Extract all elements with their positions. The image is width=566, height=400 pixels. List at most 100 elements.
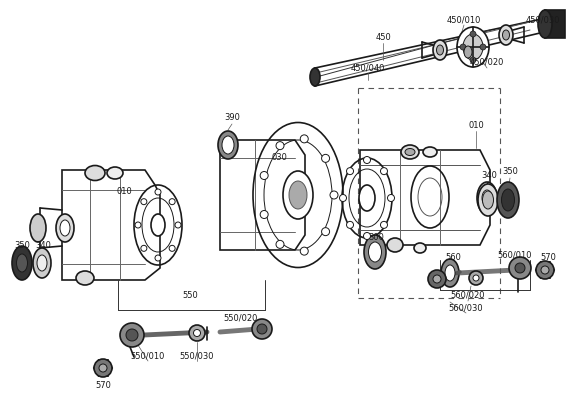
Ellipse shape xyxy=(283,171,313,219)
Text: 550/030: 550/030 xyxy=(180,352,215,360)
Text: 450/040: 450/040 xyxy=(351,64,385,72)
Circle shape xyxy=(515,263,525,273)
Circle shape xyxy=(135,222,141,228)
Ellipse shape xyxy=(387,238,403,252)
Ellipse shape xyxy=(414,243,426,253)
Circle shape xyxy=(252,319,272,339)
Circle shape xyxy=(469,271,483,285)
Text: 450/010: 450/010 xyxy=(447,16,481,24)
Ellipse shape xyxy=(289,181,307,209)
Circle shape xyxy=(321,228,329,236)
Circle shape xyxy=(300,247,308,255)
Circle shape xyxy=(346,168,354,175)
Text: 350: 350 xyxy=(502,168,518,176)
Circle shape xyxy=(473,275,479,281)
Ellipse shape xyxy=(538,10,552,38)
Circle shape xyxy=(346,221,354,228)
Ellipse shape xyxy=(463,34,483,60)
Text: 030: 030 xyxy=(271,154,287,162)
Circle shape xyxy=(388,194,395,202)
Circle shape xyxy=(141,245,147,251)
Text: 570: 570 xyxy=(95,380,111,390)
Text: 550: 550 xyxy=(182,290,198,300)
Circle shape xyxy=(363,156,371,164)
Ellipse shape xyxy=(37,255,47,271)
Ellipse shape xyxy=(60,220,70,236)
Ellipse shape xyxy=(364,235,386,269)
Text: 550/020: 550/020 xyxy=(224,314,258,322)
Ellipse shape xyxy=(423,147,437,157)
Ellipse shape xyxy=(497,182,519,218)
Ellipse shape xyxy=(457,27,489,67)
Circle shape xyxy=(380,168,388,175)
Ellipse shape xyxy=(478,184,498,216)
Text: 560/010: 560/010 xyxy=(498,250,532,260)
Circle shape xyxy=(120,323,144,347)
Circle shape xyxy=(126,329,138,341)
Circle shape xyxy=(433,275,441,283)
Ellipse shape xyxy=(482,191,494,209)
Ellipse shape xyxy=(33,248,51,278)
Ellipse shape xyxy=(464,46,472,58)
Text: 450: 450 xyxy=(375,34,391,42)
Circle shape xyxy=(330,191,338,199)
Circle shape xyxy=(141,199,147,205)
Ellipse shape xyxy=(222,136,234,154)
Text: 300: 300 xyxy=(368,232,384,242)
Circle shape xyxy=(541,266,549,274)
Ellipse shape xyxy=(359,185,375,211)
Ellipse shape xyxy=(76,271,94,285)
Ellipse shape xyxy=(151,214,165,236)
Ellipse shape xyxy=(401,145,419,159)
Text: 390: 390 xyxy=(224,114,240,122)
Polygon shape xyxy=(545,10,565,38)
Ellipse shape xyxy=(218,131,238,159)
Circle shape xyxy=(363,232,371,240)
Text: 340: 340 xyxy=(35,240,51,250)
Text: 570: 570 xyxy=(540,252,556,262)
Circle shape xyxy=(99,364,107,372)
Circle shape xyxy=(169,199,175,205)
Circle shape xyxy=(94,359,112,377)
Circle shape xyxy=(460,44,466,50)
Ellipse shape xyxy=(56,214,74,242)
Ellipse shape xyxy=(85,166,105,180)
Ellipse shape xyxy=(503,30,509,40)
Circle shape xyxy=(260,172,268,180)
Text: 550/010: 550/010 xyxy=(131,352,165,360)
Ellipse shape xyxy=(433,40,447,60)
Ellipse shape xyxy=(499,25,513,45)
Circle shape xyxy=(428,270,446,288)
Circle shape xyxy=(340,194,346,202)
Text: 560/020: 560/020 xyxy=(451,290,485,300)
Ellipse shape xyxy=(436,45,444,55)
Text: 450/020: 450/020 xyxy=(470,58,504,66)
Circle shape xyxy=(470,57,476,63)
Circle shape xyxy=(509,257,531,279)
Circle shape xyxy=(470,31,476,37)
Circle shape xyxy=(536,261,554,279)
Circle shape xyxy=(169,245,175,251)
Ellipse shape xyxy=(12,246,32,280)
Ellipse shape xyxy=(445,265,455,281)
Ellipse shape xyxy=(107,167,123,179)
Text: 350: 350 xyxy=(14,240,30,250)
Circle shape xyxy=(257,324,267,334)
Circle shape xyxy=(321,154,329,162)
Text: 010: 010 xyxy=(116,188,132,196)
Circle shape xyxy=(480,44,486,50)
Ellipse shape xyxy=(482,190,492,206)
Circle shape xyxy=(189,325,205,341)
Circle shape xyxy=(175,222,181,228)
Circle shape xyxy=(155,255,161,261)
Circle shape xyxy=(276,240,284,248)
Ellipse shape xyxy=(16,254,28,272)
Ellipse shape xyxy=(310,68,320,86)
Text: 010: 010 xyxy=(468,120,484,130)
Circle shape xyxy=(300,135,308,143)
Circle shape xyxy=(260,210,268,218)
Circle shape xyxy=(276,142,284,150)
Text: 450/030: 450/030 xyxy=(526,16,560,24)
Ellipse shape xyxy=(441,259,459,287)
Text: 560/030: 560/030 xyxy=(449,304,483,312)
